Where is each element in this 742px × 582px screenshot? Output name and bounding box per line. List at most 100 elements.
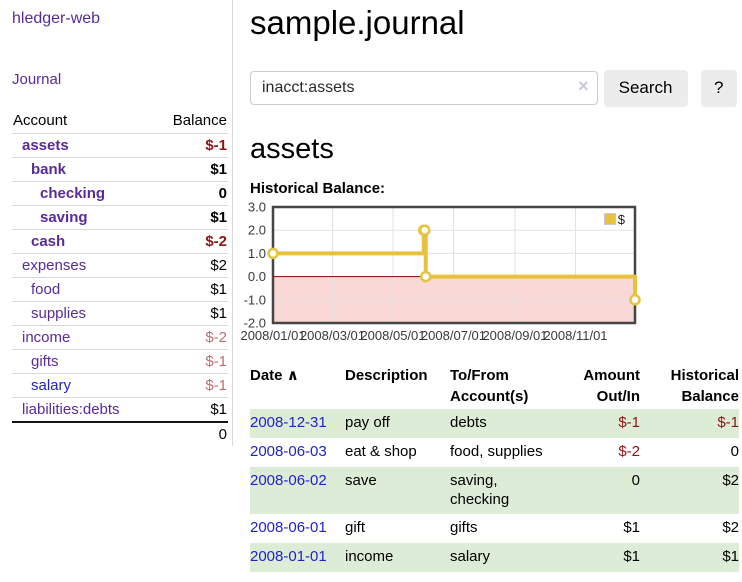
transaction-balance-cell: $2 bbox=[722, 519, 739, 537]
search-input[interactable] bbox=[250, 71, 598, 106]
account-row: liabilities:debts $1 bbox=[12, 397, 228, 423]
plot-border bbox=[271, 205, 637, 325]
accounts-column-header: To/From Account(s) bbox=[450, 366, 529, 406]
transactions-header-row: Date ∧ Description To/From Account(s) Am… bbox=[250, 363, 739, 410]
account-row: cash $-2 bbox=[12, 229, 228, 254]
historical-balance-chart-wrap: 3.0 2.0 1.0 0.0 -1.0 -2.0 2008/01/01 2008/03/01… bbox=[240, 199, 641, 344]
account-link-saving[interactable]: saving bbox=[40, 209, 88, 226]
transaction-description-cell: pay off bbox=[345, 414, 390, 432]
transaction-amount-cell: $1 bbox=[623, 519, 640, 537]
legend-label: $ bbox=[617, 211, 625, 227]
accounts-balance-table: Account Balance assets $-1 bank $1 checking 0… bbox=[12, 109, 228, 446]
search-form: × Search ? bbox=[250, 69, 737, 107]
account-balance-cell: $1 bbox=[210, 305, 227, 322]
accounts-total-spacer bbox=[12, 421, 155, 446]
account-link-expenses[interactable]: expenses bbox=[22, 257, 87, 274]
chart-legend: $ bbox=[601, 210, 627, 228]
account-link-salary[interactable]: salary bbox=[31, 377, 72, 394]
x-tick-label: 2008/03/01 bbox=[300, 328, 365, 343]
y-tick-label: 2.0 bbox=[248, 223, 266, 238]
transaction-description-cell: save bbox=[345, 471, 377, 489]
transaction-date-link[interactable]: 2008-06-01 bbox=[250, 519, 327, 537]
transaction-row: 2008-12-31 pay off debts $-1 $-1 bbox=[250, 409, 739, 439]
transaction-date-link[interactable]: 2008-12-31 bbox=[250, 414, 327, 432]
transactions-table: Date ∧ Description To/From Account(s) Am… bbox=[250, 363, 739, 572]
amount-column-header: Amount Out/In bbox=[583, 366, 640, 406]
clear-search-icon[interactable]: × bbox=[578, 76, 589, 97]
account-row: saving $1 bbox=[12, 205, 228, 230]
transaction-description-cell: eat & shop bbox=[345, 443, 417, 461]
account-row: income $-2 bbox=[12, 325, 228, 350]
accounts-total-row: 0 bbox=[12, 421, 228, 446]
sidebar: hledger-web Journal Account Balance asse… bbox=[0, 0, 233, 446]
account-link-gifts[interactable]: gifts bbox=[31, 353, 59, 370]
account-link-food[interactable]: food bbox=[31, 281, 61, 298]
account-row: expenses $2 bbox=[12, 253, 228, 278]
transactions-table-body: 2008-12-31 pay off debts $-1 $-1 2008-06-03 ea… bbox=[250, 409, 739, 572]
account-name-cell: assets bbox=[12, 134, 154, 158]
date-header-label: Date bbox=[250, 366, 283, 384]
transaction-date-cell: 2008-12-31 bbox=[250, 409, 345, 438]
transaction-amount-cell: $1 bbox=[623, 548, 640, 566]
search-button[interactable]: Search bbox=[603, 69, 688, 107]
data-point-marker bbox=[267, 247, 279, 259]
transaction-date-cell: 2008-06-01 bbox=[250, 514, 345, 543]
account-link-income[interactable]: income bbox=[22, 329, 71, 346]
transaction-accounts-cell: food, supplies bbox=[450, 443, 543, 461]
date-column-header[interactable]: Date ∧ bbox=[250, 363, 345, 410]
transaction-description-cell: income bbox=[345, 548, 394, 566]
accounts-total-value: 0 bbox=[154, 421, 228, 446]
account-row: food $1 bbox=[12, 277, 228, 302]
account-name-cell: food bbox=[12, 278, 154, 302]
balance-column-header: Balance bbox=[172, 112, 227, 129]
transaction-date-cell: 2008-01-01 bbox=[250, 543, 345, 572]
account-row: bank $1 bbox=[12, 157, 228, 182]
search-input-wrap: × bbox=[250, 71, 598, 106]
transaction-row: 2008-06-03 eat & shop food, supplies $-2 0 bbox=[250, 438, 739, 467]
account-balance-cell: $1 bbox=[210, 401, 227, 418]
y-tick-label: 1.0 bbox=[248, 246, 266, 261]
transaction-description-cell: gift bbox=[345, 519, 366, 537]
transaction-accounts-cell: salary bbox=[450, 548, 491, 566]
transaction-amount-cell: 0 bbox=[631, 471, 640, 489]
account-link-cash[interactable]: cash bbox=[31, 233, 66, 250]
account-name-cell: bank bbox=[12, 158, 154, 182]
account-link-checking[interactable]: checking bbox=[40, 185, 106, 202]
transaction-date-link[interactable]: 2008-06-02 bbox=[250, 471, 327, 489]
accounts-table-body: assets $-1 bank $1 checking 0 saving $1 cash $-2 e… bbox=[12, 133, 228, 423]
legend-swatch-icon bbox=[603, 213, 616, 226]
account-balance-cell: $-1 bbox=[205, 353, 227, 370]
transaction-balance-cell: $1 bbox=[722, 548, 739, 566]
sidebar-item-journal[interactable]: Journal bbox=[12, 71, 62, 88]
account-link-bank[interactable]: bank bbox=[31, 161, 67, 178]
account-heading: assets bbox=[250, 132, 334, 165]
transaction-date-link[interactable]: 2008-06-03 bbox=[250, 443, 327, 461]
transaction-balance-cell: $2 bbox=[722, 471, 739, 489]
account-name-cell: gifts bbox=[12, 350, 154, 374]
y-tick-label: 3.0 bbox=[248, 199, 266, 214]
transaction-accounts-cell: saving, checking bbox=[450, 471, 510, 508]
account-link-assets[interactable]: assets bbox=[22, 137, 69, 154]
account-column-header: Account bbox=[13, 112, 68, 129]
chart-title: Historical Balance: bbox=[250, 179, 386, 197]
transaction-row: 2008-01-01 income salary $1 $1 bbox=[250, 543, 739, 572]
account-balance-cell: $-1 bbox=[205, 377, 227, 394]
transaction-date-link[interactable]: 2008-01-01 bbox=[250, 548, 327, 566]
transaction-balance-cell: $-1 bbox=[717, 414, 739, 432]
x-tick-label: 2008/11/01 bbox=[543, 328, 607, 343]
account-balance-cell: 0 bbox=[218, 185, 227, 202]
account-balance-cell: $1 bbox=[210, 281, 227, 298]
help-button[interactable]: ? bbox=[700, 69, 737, 107]
y-tick-label: 0.0 bbox=[248, 269, 266, 284]
account-row: salary $-1 bbox=[12, 373, 228, 398]
app-title-link[interactable]: hledger-web bbox=[12, 10, 101, 27]
transaction-amount-cell: $-2 bbox=[618, 443, 640, 461]
sort-ascending-icon: ∧ bbox=[286, 366, 299, 384]
account-link-supplies[interactable]: supplies bbox=[31, 305, 87, 322]
account-link-liabilities:debts[interactable]: liabilities:debts bbox=[22, 401, 120, 418]
account-name-cell: liabilities:debts bbox=[12, 398, 154, 423]
account-row: checking 0 bbox=[12, 181, 228, 206]
transaction-accounts-cell: gifts bbox=[450, 519, 478, 537]
x-tick-label: 2008/07/01 bbox=[421, 328, 486, 343]
